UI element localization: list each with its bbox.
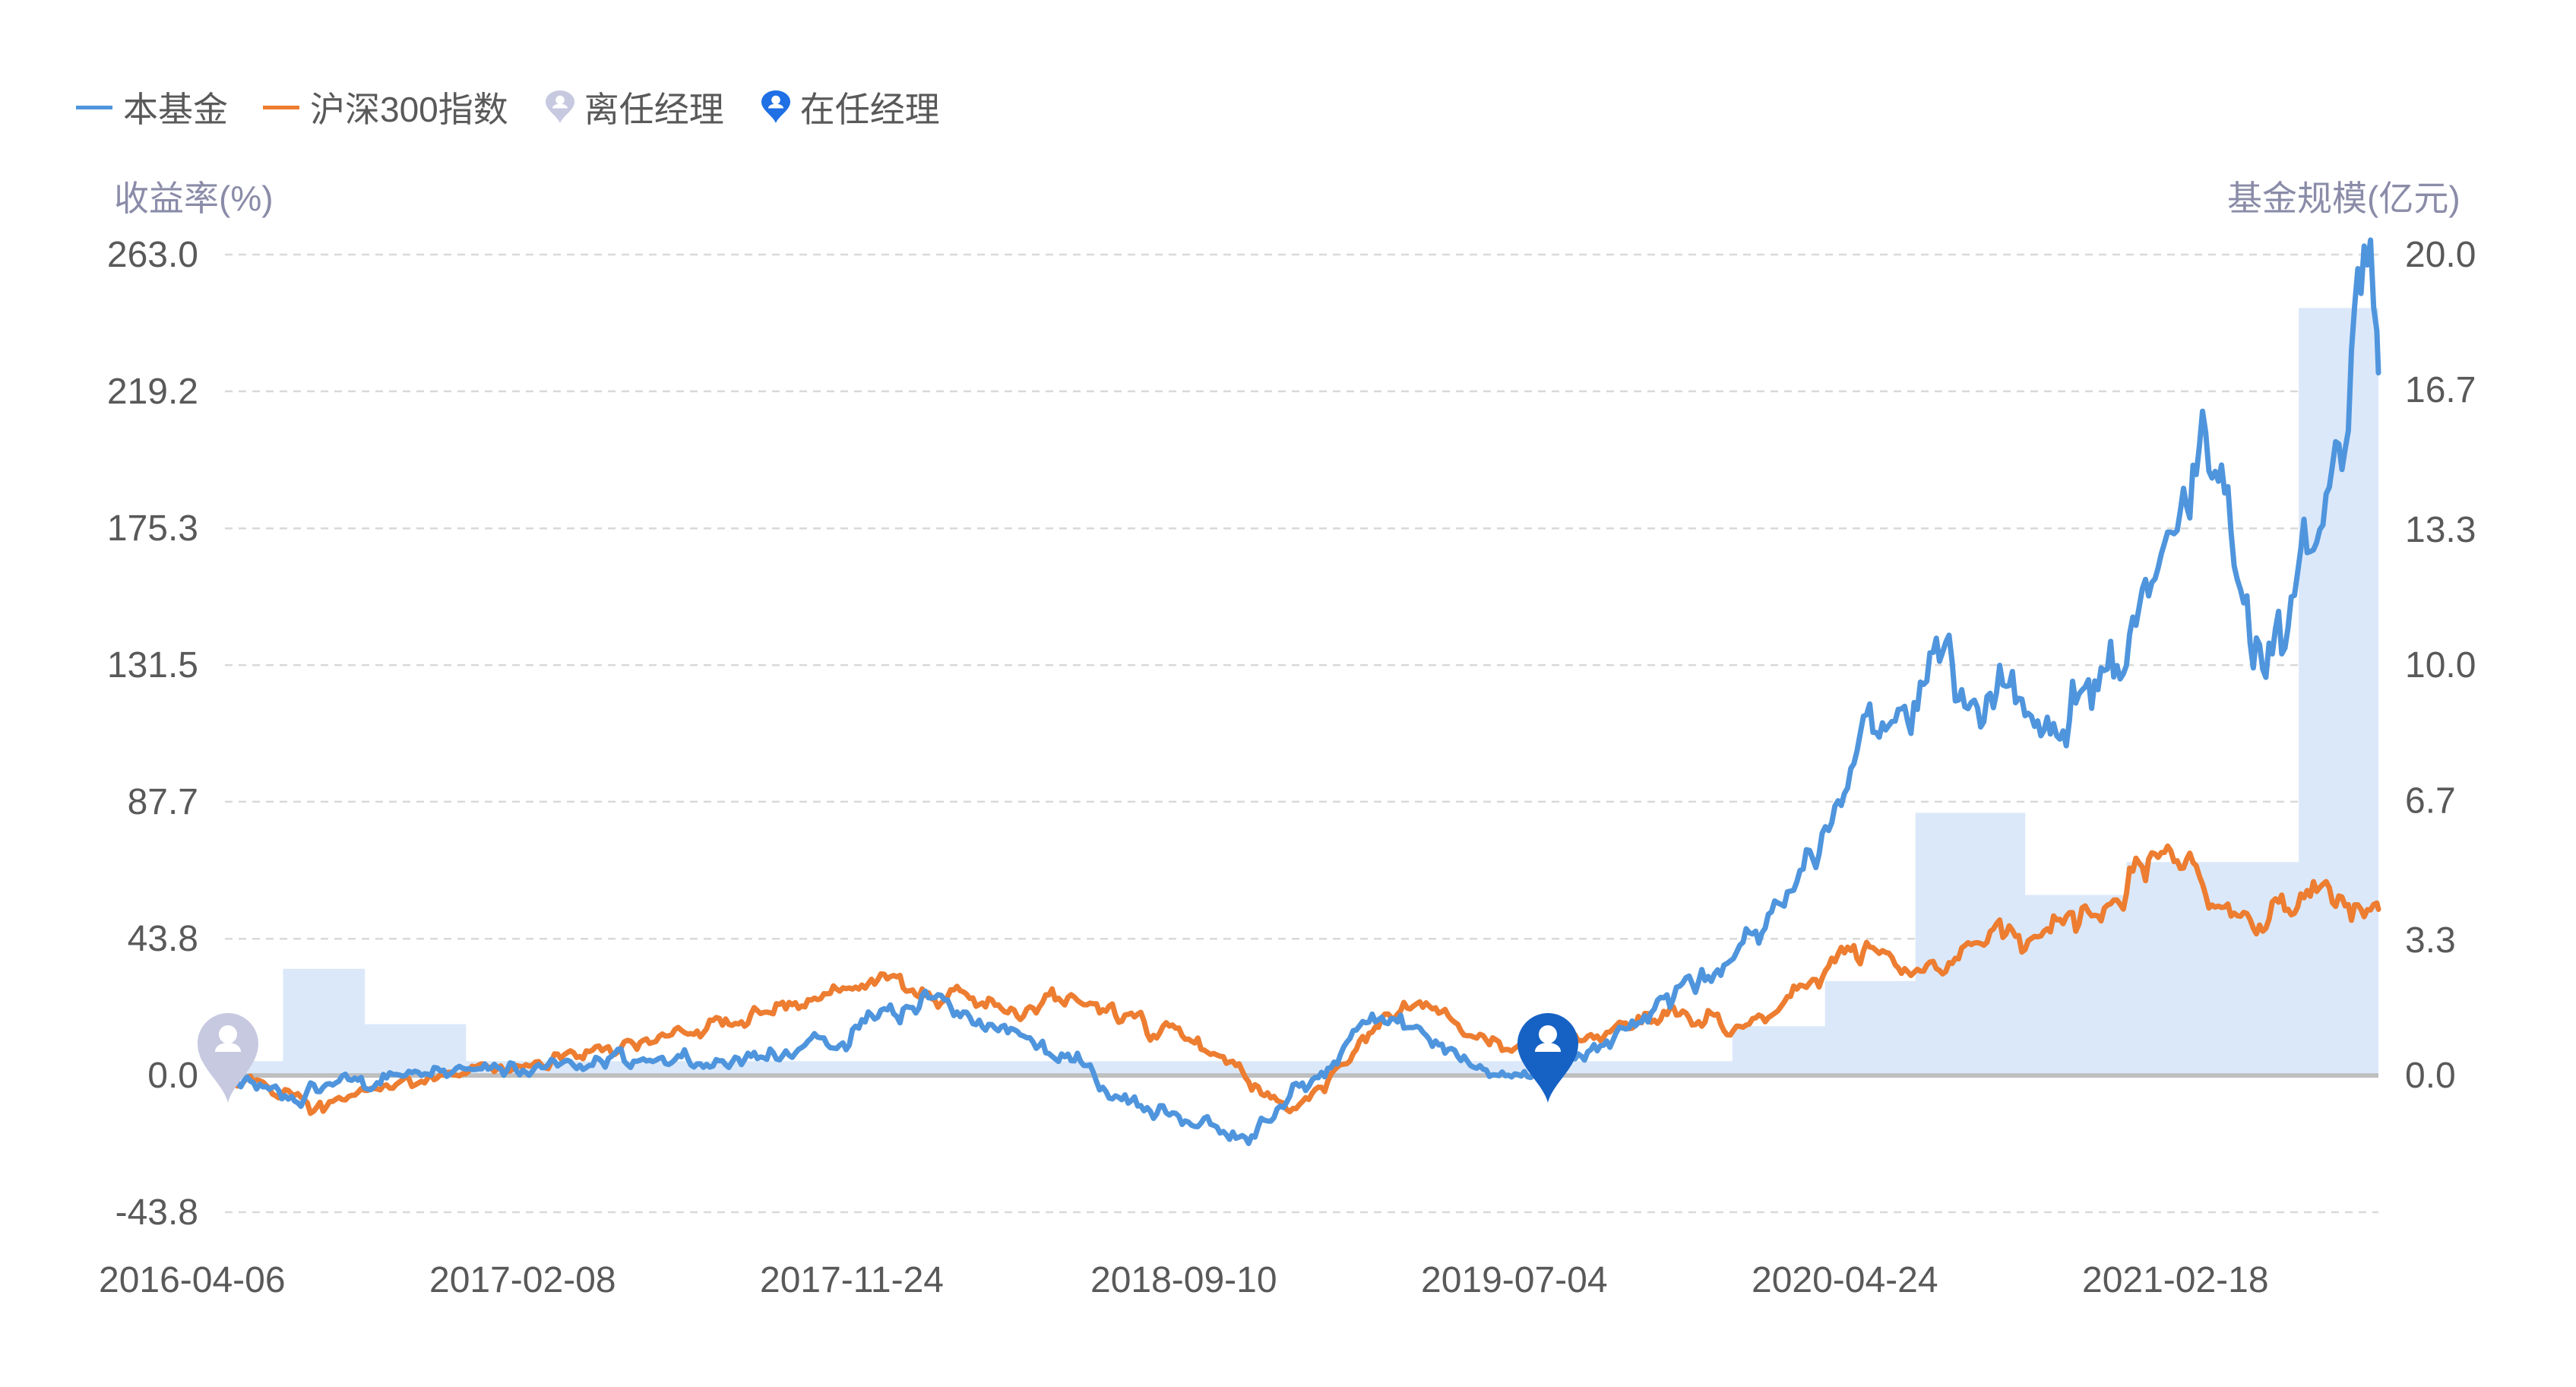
svg-text:131.5: 131.5 [107, 645, 198, 686]
svg-text:16.7: 16.7 [2405, 370, 2476, 410]
svg-text:87.7: 87.7 [128, 782, 198, 822]
svg-text:43.8: 43.8 [128, 919, 198, 959]
svg-text:2018-09-10: 2018-09-10 [1090, 1260, 1277, 1300]
svg-text:219.2: 219.2 [107, 372, 198, 412]
svg-text:0.0: 0.0 [2405, 1056, 2456, 1096]
svg-text:175.3: 175.3 [107, 508, 198, 549]
svg-text:2017-11-24: 2017-11-24 [760, 1260, 944, 1300]
svg-text:2019-07-04: 2019-07-04 [1421, 1260, 1608, 1300]
svg-text:0.0: 0.0 [147, 1056, 198, 1096]
svg-text:263.0: 263.0 [107, 235, 198, 275]
svg-text:10.0: 10.0 [2405, 645, 2476, 686]
svg-text:2016-04-06: 2016-04-06 [99, 1260, 286, 1300]
svg-text:13.3: 13.3 [2405, 510, 2476, 550]
svg-text:2020-04-24: 2020-04-24 [1752, 1260, 1938, 1300]
svg-text:-43.8: -43.8 [116, 1192, 198, 1233]
svg-text:3.3: 3.3 [2405, 920, 2456, 961]
svg-text:2021-02-18: 2021-02-18 [2082, 1260, 2269, 1300]
svg-text:6.7: 6.7 [2405, 781, 2456, 821]
svg-text:2017-02-08: 2017-02-08 [429, 1260, 616, 1300]
svg-text:20.0: 20.0 [2405, 235, 2476, 275]
